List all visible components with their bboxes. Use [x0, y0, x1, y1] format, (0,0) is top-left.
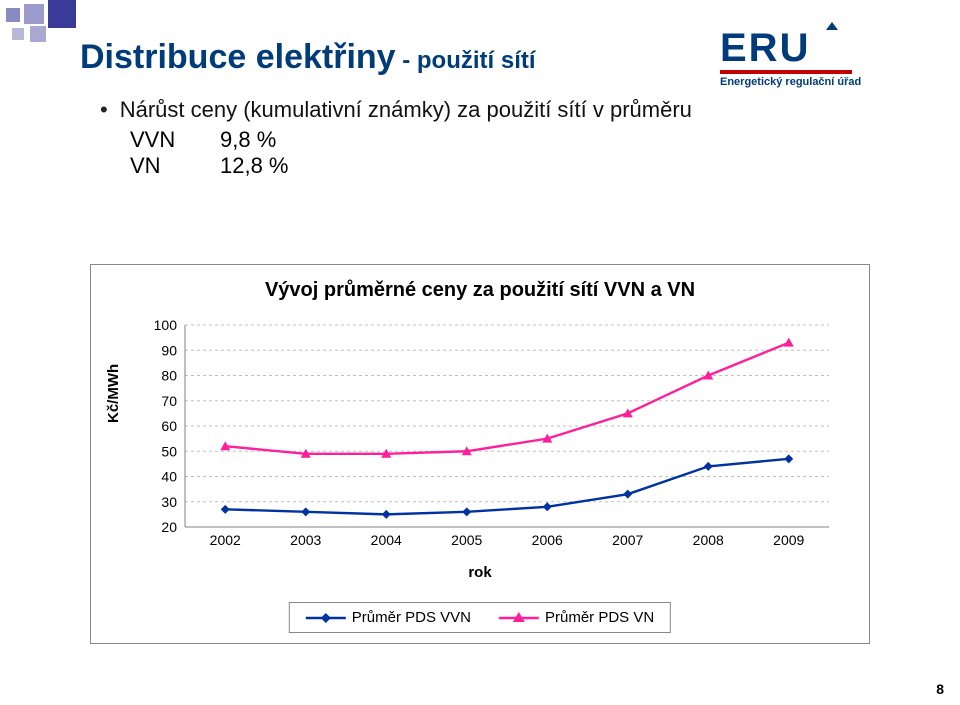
indent-row2-label: VN — [130, 153, 220, 179]
x-axis-label: rok — [91, 564, 869, 581]
svg-text:2008: 2008 — [693, 532, 724, 548]
svg-text:70: 70 — [161, 393, 177, 409]
svg-text:90: 90 — [161, 342, 177, 358]
chart-legend: Průměr PDS VVN Průměr PDS VN — [289, 602, 671, 633]
svg-text:2006: 2006 — [532, 532, 563, 548]
svg-text:2007: 2007 — [612, 532, 643, 548]
title-main: Distribuce elektřiny — [80, 38, 396, 76]
legend-swatch-vvn — [306, 611, 346, 625]
svg-text:60: 60 — [161, 418, 177, 434]
svg-text:2002: 2002 — [210, 532, 241, 548]
logo-text: ERU — [720, 28, 920, 68]
svg-text:30: 30 — [161, 494, 177, 510]
legend-item-vvn: Průměr PDS VVN — [306, 609, 471, 626]
svg-text:100: 100 — [154, 317, 178, 333]
svg-text:2004: 2004 — [371, 532, 402, 548]
svg-text:40: 40 — [161, 469, 177, 485]
svg-text:80: 80 — [161, 368, 177, 384]
chart-container: Vývoj průměrné ceny za použití sítí VVN … — [90, 264, 870, 644]
svg-text:2009: 2009 — [773, 532, 804, 548]
title-suffix: - použití sítí — [396, 47, 536, 74]
legend-item-vn: Průměr PDS VN — [499, 609, 654, 626]
indent-row1-label: VVN — [130, 127, 220, 153]
y-axis-label: Kč/MWh — [105, 364, 122, 423]
eru-logo: ERU Energetický regulační úřad — [720, 28, 920, 88]
indent-row1-value: 9,8 % — [220, 127, 310, 153]
svg-text:2003: 2003 — [290, 532, 321, 548]
bullet-1: Nárůst ceny (kumulativní známky) za použ… — [100, 97, 916, 123]
legend-label-vn: Průměr PDS VN — [545, 609, 654, 626]
page-number: 8 — [936, 681, 944, 697]
logo-subtext: Energetický regulační úřad — [720, 76, 920, 88]
svg-text:50: 50 — [161, 443, 177, 459]
legend-label-vvn: Průměr PDS VVN — [352, 609, 471, 626]
svg-text:2005: 2005 — [451, 532, 482, 548]
svg-text:20: 20 — [161, 519, 177, 535]
chart-title: Vývoj průměrné ceny za použití sítí VVN … — [91, 265, 869, 302]
legend-swatch-vn — [499, 611, 539, 625]
chart-plot: 2030405060708090100200220032004200520062… — [151, 321, 839, 551]
indent-row2-value: 12,8 % — [220, 153, 310, 179]
indent-block: VVN 9,8 % VN 12,8 % — [130, 127, 916, 179]
